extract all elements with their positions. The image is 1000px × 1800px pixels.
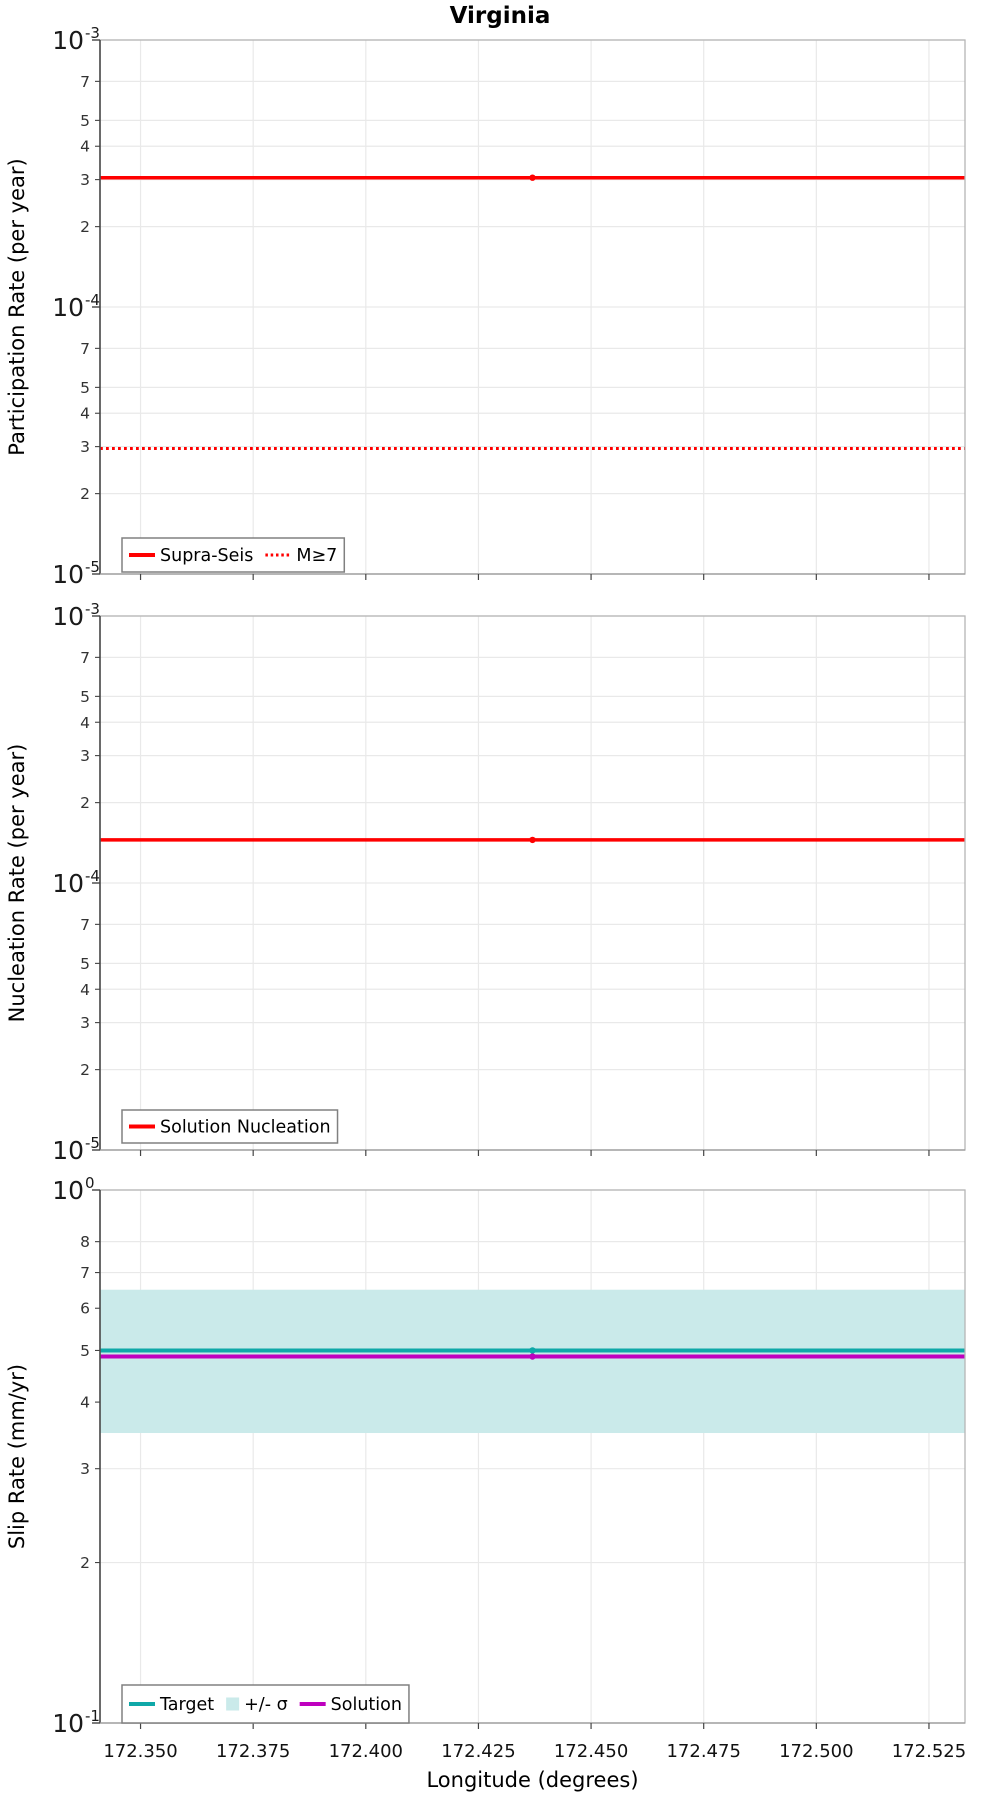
legend-box	[121, 1684, 410, 1724]
y-major-tick-label: 10	[52, 560, 84, 589]
y-minor-tick-label: 7	[80, 916, 90, 934]
series-group	[100, 174, 965, 451]
y-major-tick-exponent: -1	[85, 1707, 100, 1725]
vertex-marker	[529, 836, 536, 844]
x-tick-label: 172.375	[216, 1741, 290, 1762]
x-axis-ticks	[139, 574, 930, 580]
y-minor-tick-label: 4	[80, 981, 90, 999]
y-minor-tick-label: 7	[80, 340, 90, 358]
y-minor-tick-label: 3	[80, 171, 90, 189]
y-minor-tick-label: 5	[80, 688, 90, 706]
legend-label-supra-seis: Supra-Seis	[160, 546, 253, 566]
x-tick-label: 172.500	[779, 1741, 853, 1762]
y-minor-tick-label: 4	[80, 138, 90, 156]
x-axis-ticks: 172.350 172.375 172.400 172.425 172.450 172.4…	[103, 1723, 966, 1762]
y-minor-tick-label: 6	[80, 1300, 90, 1318]
gridlines	[100, 39, 965, 575]
chart-title: Virginia	[449, 3, 551, 29]
legend-label-solution: Solution	[331, 1695, 402, 1715]
y-major-tick-exponent: -4	[85, 867, 100, 885]
y-minor-tick-label: 2	[80, 218, 90, 236]
legend-participation: Supra-Seis M≥7	[121, 537, 346, 573]
x-tick-label: 172.400	[329, 1741, 403, 1762]
y-minor-tick-label: 3	[80, 1014, 90, 1032]
y-minor-tick-label: 5	[80, 1342, 90, 1360]
y-axis-label-participation: Participation Rate (per year)	[5, 158, 29, 455]
y-axis-label-slip-rate: Slip Rate (mm/yr)	[5, 1364, 29, 1549]
y-major-tick-label: 10	[52, 869, 84, 898]
y-major-tick-exponent: -5	[85, 558, 100, 576]
y-major-tick-label: 10	[52, 26, 84, 55]
y-axis-label-nucleation: Nucleation Rate (per year)	[5, 744, 29, 1023]
y-minor-tick-label: 4	[80, 714, 90, 732]
y-minor-tick-label: 3	[80, 747, 90, 765]
legend-nucleation: Solution Nucleation	[121, 1109, 339, 1144]
y-minor-tick-label: 2	[80, 1061, 90, 1079]
x-axis-ticks	[139, 1150, 930, 1156]
y-minor-tick-label: 2	[80, 1554, 90, 1572]
y-minor-tick-label: 7	[80, 649, 90, 667]
legend-box	[121, 537, 346, 573]
x-tick-label: 172.425	[441, 1741, 515, 1762]
x-tick-label: 172.350	[103, 1741, 177, 1762]
y-minor-tick-label: 2	[80, 485, 90, 503]
y-minor-tick-label: 3	[80, 1460, 90, 1478]
legend-label-target: Target	[159, 1695, 214, 1715]
y-major-tick-exponent: -5	[85, 1134, 100, 1152]
y-minor-tick-label: 7	[80, 1264, 90, 1282]
y-major-tick-label: 10	[52, 1176, 84, 1205]
y-minor-tick-label: 3	[80, 438, 90, 456]
legend-label-: +/- σ	[244, 1695, 288, 1715]
legend-slip-rate: Target +/- σ Solution	[121, 1684, 410, 1724]
vertex-marker	[529, 1347, 536, 1354]
gridlines	[100, 615, 965, 1151]
y-minor-tick-label: 5	[80, 112, 90, 130]
y-major-tick-label: 10	[52, 293, 84, 322]
y-minor-tick-label: 2	[80, 794, 90, 812]
series-group	[100, 836, 965, 844]
y-major-tick-label: 10	[52, 602, 84, 631]
y-minor-tick-label: 8	[80, 1233, 90, 1251]
y-minor-tick-label: 7	[80, 73, 90, 91]
band-	[100, 1289, 965, 1434]
x-axis-label: Longitude (degrees)	[426, 1768, 638, 1792]
x-tick-label: 172.450	[554, 1741, 628, 1762]
x-tick-label: 172.525	[892, 1741, 966, 1762]
y-major-tick-exponent: 0	[85, 1174, 95, 1192]
x-tick-label: 172.475	[666, 1741, 740, 1762]
legend-box	[121, 1109, 339, 1144]
y-minor-tick-label: 5	[80, 955, 90, 973]
y-minor-tick-label: 4	[80, 1394, 90, 1412]
y-major-tick-exponent: -4	[85, 291, 100, 309]
legend-label-solution-nucleation: Solution Nucleation	[160, 1118, 331, 1138]
vertex-marker	[529, 174, 536, 181]
y-minor-tick-label: 5	[80, 379, 90, 397]
y-major-tick-exponent: -3	[85, 24, 100, 42]
legend-swatch-patch	[226, 1697, 240, 1711]
panel-background	[100, 1190, 965, 1723]
y-major-tick-label: 10	[52, 1136, 84, 1165]
y-major-tick-label: 10	[52, 1709, 84, 1738]
legend-label-m-7: M≥7	[296, 546, 337, 566]
vertex-marker	[529, 1353, 536, 1360]
y-minor-tick-label: 4	[80, 405, 90, 423]
y-major-tick-exponent: -3	[85, 600, 100, 618]
series-group	[100, 1289, 965, 1434]
